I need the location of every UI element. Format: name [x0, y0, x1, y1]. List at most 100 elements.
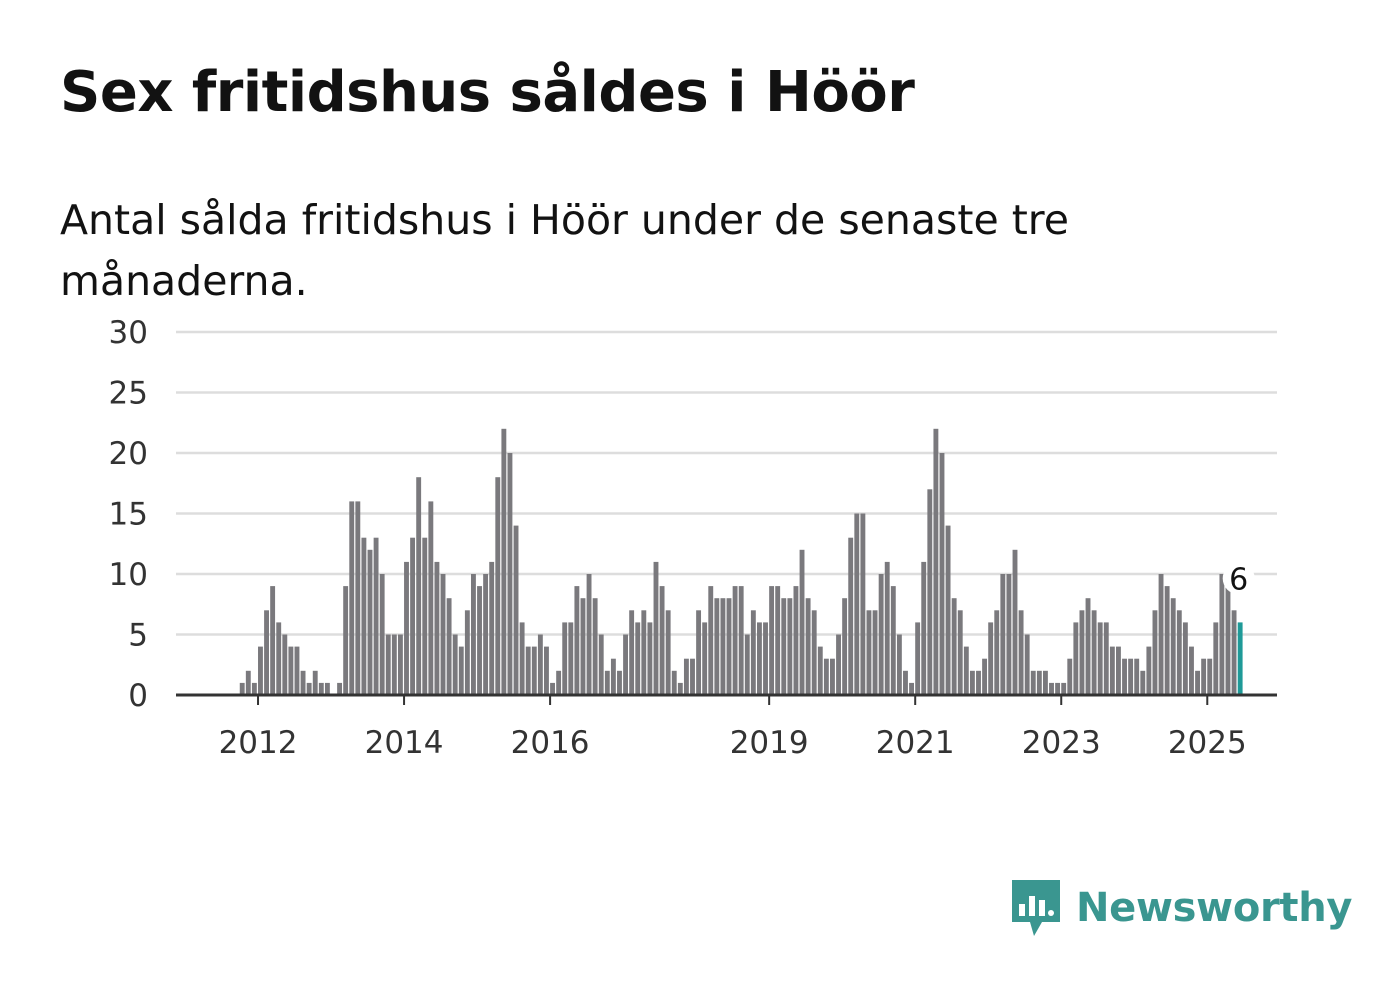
bar — [927, 489, 933, 695]
bar — [1049, 682, 1054, 695]
bar — [513, 525, 519, 695]
bar — [458, 646, 464, 695]
bar — [1055, 682, 1061, 695]
bar — [1164, 586, 1170, 695]
bar — [793, 586, 799, 695]
bar — [720, 598, 726, 695]
bar — [251, 682, 257, 695]
bar — [732, 586, 738, 695]
bar — [537, 634, 543, 695]
bar — [446, 598, 452, 695]
bar — [1189, 646, 1194, 695]
bar — [592, 598, 598, 695]
bar — [580, 598, 586, 695]
bar — [683, 658, 689, 695]
bar — [1225, 574, 1231, 695]
bar — [909, 682, 914, 695]
bar — [245, 670, 251, 695]
bar — [1140, 670, 1146, 695]
bar — [276, 622, 282, 695]
bar — [623, 634, 629, 695]
x-tick-label: 2025 — [1168, 725, 1247, 761]
y-tick-label: 15 — [109, 497, 148, 533]
bar — [1146, 646, 1152, 695]
bar — [391, 634, 397, 695]
y-tick-label: 20 — [109, 436, 148, 472]
bar — [379, 574, 385, 695]
bar — [495, 477, 501, 695]
bar — [452, 634, 458, 695]
bar — [714, 598, 720, 695]
bar — [416, 477, 422, 695]
bar — [830, 658, 835, 695]
bar — [738, 586, 744, 695]
bar — [507, 453, 513, 695]
bar — [373, 537, 379, 695]
bar — [1207, 658, 1213, 695]
bar — [1073, 622, 1079, 695]
bar — [890, 586, 896, 695]
bar — [903, 670, 908, 695]
bar — [896, 634, 902, 695]
bar — [799, 549, 805, 695]
bar — [598, 634, 604, 695]
bar — [769, 586, 775, 695]
bar — [525, 646, 531, 695]
chart-title: Sex fritidshus såldes i Höör — [60, 60, 915, 125]
bar — [982, 658, 988, 695]
bar — [1085, 598, 1091, 695]
value-label-bg — [1222, 562, 1255, 595]
bar — [945, 525, 951, 695]
bar — [671, 670, 677, 695]
bar — [872, 610, 878, 695]
bar — [1042, 670, 1048, 695]
bar — [963, 646, 969, 695]
bar — [702, 622, 708, 695]
bar — [629, 610, 635, 695]
bar — [1018, 610, 1024, 695]
bar — [294, 646, 300, 695]
bar — [404, 561, 409, 695]
bar — [617, 670, 622, 695]
bar — [1079, 610, 1085, 695]
bar — [556, 670, 562, 695]
bar — [318, 682, 324, 695]
bar — [878, 574, 884, 695]
bar — [367, 549, 373, 695]
bar — [410, 537, 416, 695]
bar — [939, 453, 945, 695]
x-tick-label: 2023 — [1022, 725, 1101, 761]
bar — [1170, 598, 1176, 695]
bar — [1091, 610, 1097, 695]
bar — [562, 622, 568, 695]
bar — [665, 610, 671, 695]
bar — [239, 682, 245, 695]
bar — [726, 598, 732, 695]
bar — [1158, 574, 1164, 695]
bar — [951, 598, 957, 695]
bar — [550, 682, 555, 695]
bar — [604, 670, 610, 695]
bar — [1109, 646, 1115, 695]
bar — [653, 561, 659, 695]
bar — [744, 634, 750, 695]
bar-chart-speech-bubble-icon — [1012, 880, 1060, 936]
bar — [361, 537, 367, 695]
bar — [677, 682, 683, 695]
bar — [355, 501, 361, 695]
bar — [422, 537, 428, 695]
bar — [708, 586, 714, 695]
bar — [324, 682, 330, 695]
bar — [690, 658, 695, 695]
bar — [312, 670, 318, 695]
x-tick-label: 2012 — [219, 725, 298, 761]
bar — [696, 610, 702, 695]
x-tick-label: 2014 — [365, 725, 444, 761]
bar — [1036, 670, 1042, 695]
bar — [1061, 682, 1067, 695]
bar — [300, 670, 306, 695]
bar — [787, 598, 793, 695]
bar — [848, 537, 854, 695]
bar — [1213, 622, 1219, 695]
